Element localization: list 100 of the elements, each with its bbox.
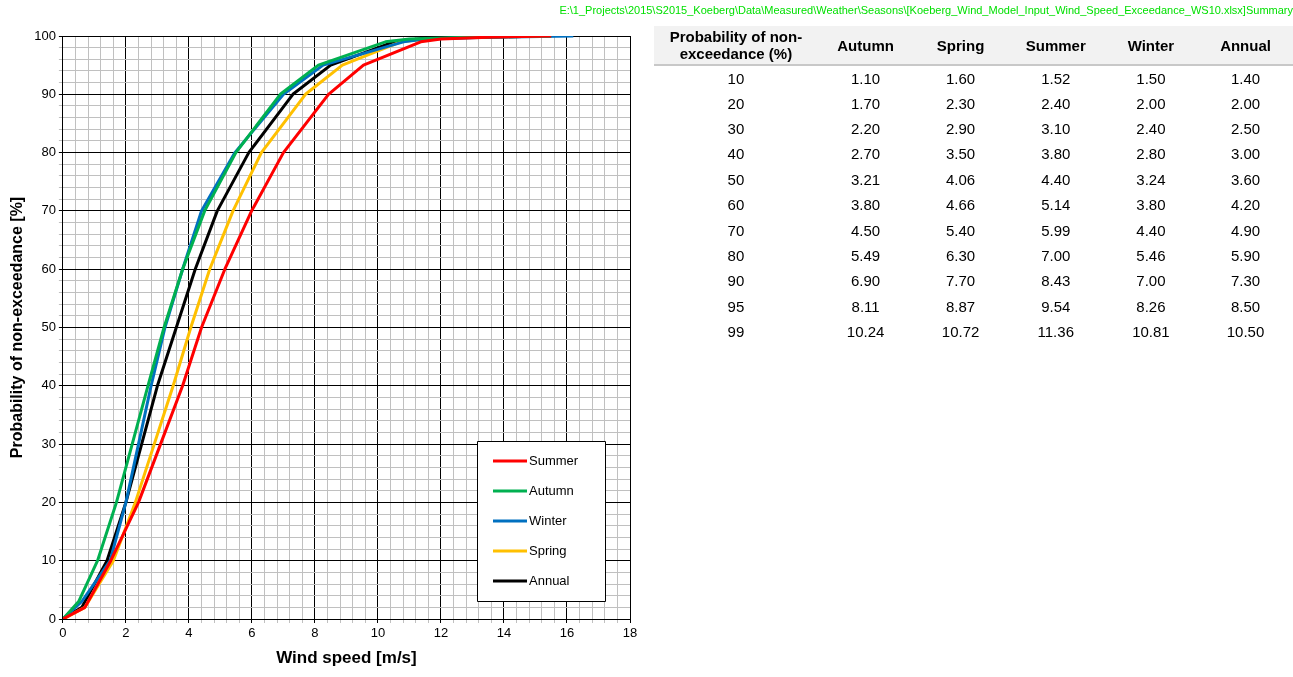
x-tick-label: 8: [311, 625, 319, 641]
y-tick-label: 30: [726, 118, 746, 139]
legend-label: Annual: [529, 572, 570, 588]
data-label: 7.00: [1135, 271, 1167, 292]
y-tick-label: 60: [41, 260, 56, 276]
data-label: 2.70: [850, 144, 882, 165]
data-label: 4.06: [945, 169, 977, 190]
y-tick-label: 70: [726, 220, 746, 241]
data-label: 7.30: [1229, 271, 1262, 292]
data-label: 4.90: [1229, 220, 1262, 241]
x-tick-label: Winter: [1126, 35, 1176, 56]
data-label: 3.80: [1135, 195, 1167, 216]
data-label: 10.72: [940, 322, 981, 343]
data-label: 1.40: [1229, 68, 1262, 89]
y-tick-label: 50: [41, 319, 56, 335]
legend-label: Summer: [529, 452, 579, 468]
y-tick-label: 60: [726, 195, 746, 216]
x-tick-label: 18: [622, 625, 638, 641]
y-tick-label: 90: [726, 271, 746, 292]
y-tick-label: 30: [41, 435, 56, 451]
x-tick-label: 2: [122, 625, 130, 641]
y-axis-title: Probability of non-exceedance (%): [668, 27, 804, 64]
data-label: 4.40: [1135, 220, 1167, 241]
x-axis-title: Wind speed [m/s]: [276, 648, 417, 668]
data-label: 10.50: [1225, 322, 1266, 343]
y-tick-label: 50: [726, 169, 746, 190]
data-label: 3.50: [945, 144, 977, 165]
data-label: 8.43: [1040, 271, 1072, 292]
data-label: 5.46: [1135, 245, 1167, 266]
data-label: 4.66: [945, 195, 977, 216]
data-label: 2.50: [1229, 118, 1262, 139]
data-label: 2.80: [1135, 144, 1167, 165]
y-tick-label: 10: [41, 552, 56, 568]
data-label: 8.11: [850, 296, 881, 317]
data-label: 9.54: [1040, 296, 1072, 317]
data-label: 2.30: [945, 93, 977, 114]
data-label: 5.90: [1229, 245, 1262, 266]
y-tick-label: 100: [34, 27, 56, 43]
data-label: 7.70: [945, 271, 977, 292]
data-label: 8.87: [945, 296, 977, 317]
data-label: 1.70: [850, 93, 882, 114]
data-label: 8.50: [1229, 296, 1262, 317]
data-label: 10.81: [1131, 322, 1171, 343]
data-label: 5.14: [1040, 195, 1072, 216]
data-label: 6.90: [850, 271, 882, 292]
y-tick-label: 80: [726, 245, 746, 266]
data-label: 1.52: [1040, 68, 1072, 89]
data-label: 1.60: [945, 68, 977, 89]
x-tick-label: Autumn: [836, 35, 895, 56]
x-tick-label: 6: [248, 625, 256, 641]
data-label: 3.00: [1229, 144, 1262, 165]
data-label: 4.20: [1229, 195, 1262, 216]
y-tick-label: 80: [41, 144, 56, 160]
x-tick-label: 14: [496, 625, 512, 641]
data-label: 2.20: [850, 118, 882, 139]
x-tick-label: 4: [185, 625, 193, 641]
data-label: 6.30: [945, 245, 977, 266]
data-label: 10.24: [845, 322, 886, 343]
y-tick-label: 70: [41, 202, 56, 218]
data-label: 5.40: [945, 220, 977, 241]
data-label: 4.50: [850, 220, 882, 241]
data-label: 2.40: [1040, 93, 1072, 114]
y-tick-label: 10: [726, 68, 746, 89]
data-label: 5.99: [1040, 220, 1072, 241]
data-label: 7.00: [1040, 245, 1072, 266]
legend-label: Autumn: [529, 482, 574, 498]
y-tick-label: 40: [726, 144, 746, 165]
y-tick-label: 40: [41, 377, 56, 393]
y-tick-label: 99: [726, 322, 746, 343]
x-tick-label: Spring: [935, 35, 986, 56]
data-label: 1.50: [1135, 68, 1167, 89]
data-label: 2.40: [1135, 118, 1167, 139]
data-label: 3.10: [1040, 118, 1072, 139]
data-label: 2.00: [1135, 93, 1167, 114]
y-tick-label: 20: [41, 493, 56, 509]
y-tick-label: 0: [48, 610, 56, 626]
x-tick-label: Summer: [1024, 35, 1087, 56]
y-axis-title: Probability of non-exceedance [%]: [8, 196, 26, 459]
y-tick-label: 20: [726, 93, 746, 114]
y-tick-label: 95: [726, 296, 746, 317]
data-label: 5.49: [850, 245, 882, 266]
data-label: 2.00: [1229, 93, 1262, 114]
data-label: 2.90: [945, 118, 977, 139]
legend-label: Spring: [529, 542, 567, 558]
data-label: 4.40: [1040, 169, 1072, 190]
x-tick-label: 12: [433, 625, 449, 641]
x-tick-label: 16: [559, 625, 575, 641]
x-tick-label: 0: [59, 625, 67, 641]
data-label: 3.24: [1135, 169, 1167, 190]
y-tick-label: 90: [41, 85, 56, 101]
data-label: 11.36: [1036, 322, 1075, 343]
data-label: 3.80: [850, 195, 882, 216]
data-label: 3.21: [850, 169, 882, 190]
x-tick-label: 10: [370, 625, 386, 641]
data-label: 1.10: [850, 68, 882, 89]
data-label: 3.80: [1040, 144, 1072, 165]
legend-label: Winter: [529, 512, 568, 528]
data-label: 8.26: [1135, 296, 1167, 317]
text: E:\1_Projects\2015\S2015_Koeberg\Data\Measured\Weather\Seasons\[Koeberg_Wind_Model_Input_Wind_Speed_Exceedance_WS10.xlsx]Summary: [559, 4, 1293, 16]
x-tick-label: Annual: [1219, 35, 1272, 56]
